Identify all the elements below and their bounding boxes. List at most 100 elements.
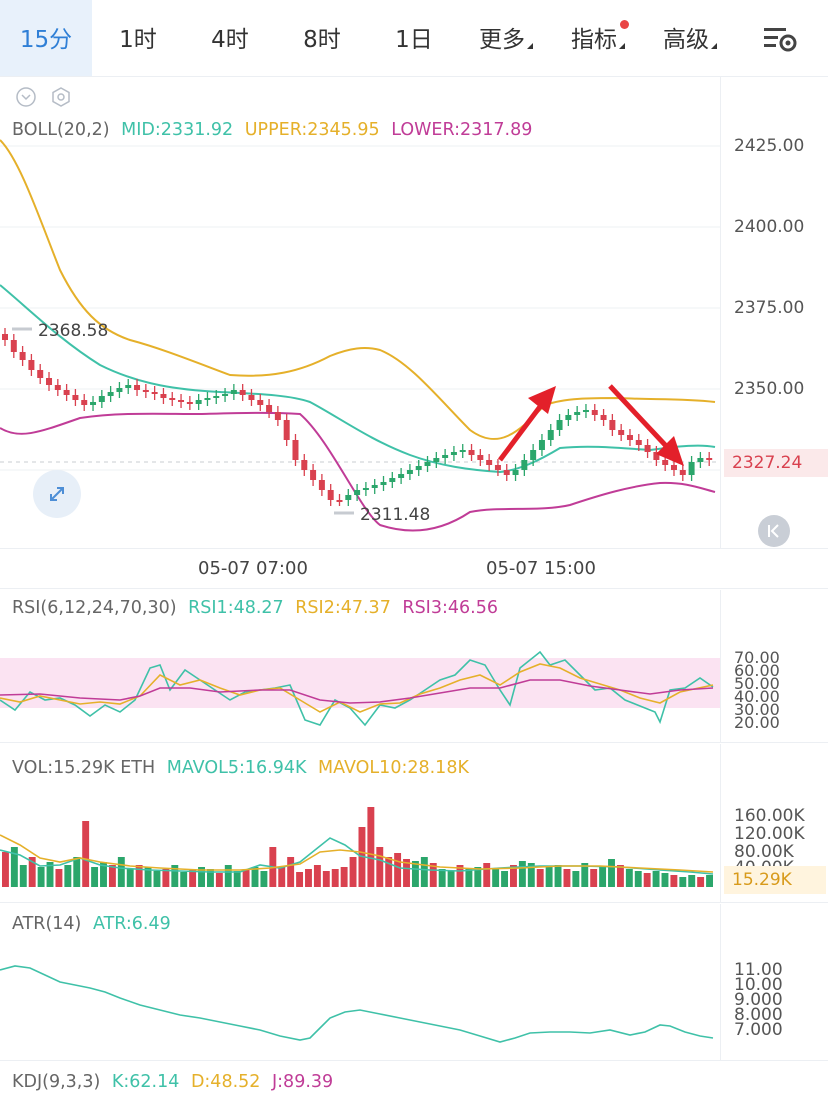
volume-bar: [465, 869, 473, 887]
candle-body: [90, 402, 97, 405]
candle-body: [609, 420, 616, 430]
atr-tick: 7.000: [734, 1020, 783, 1040]
candle-body: [477, 455, 484, 460]
vol-axis-divider: [720, 744, 721, 902]
candle-body: [512, 470, 519, 475]
tab-advanced-label: 高级: [663, 27, 709, 53]
time-axis-label: 05-07 07:00: [198, 558, 308, 579]
candle-body: [635, 440, 642, 445]
vol-tick: 160.00K: [734, 806, 805, 826]
candle-body: [556, 420, 563, 430]
atr-tick: 11.00: [734, 960, 783, 980]
volume-bar: [625, 869, 633, 887]
candle-body: [406, 470, 413, 474]
lower-band-line: [0, 411, 716, 532]
tab-advanced[interactable]: 高级: [644, 0, 736, 76]
tab-4h[interactable]: 4时: [211, 27, 249, 53]
boll-lower: LOWER:2317.89: [391, 120, 533, 140]
volume-bar: [73, 857, 81, 887]
kdj-legend: KDJ(9,3,3) K:62.14 D:48.52 J:89.39: [12, 1072, 339, 1092]
candle-body: [230, 390, 237, 394]
scroll-to-latest-button[interactable]: [758, 515, 790, 547]
volume-bar: [572, 871, 580, 887]
upper-band-line: [0, 139, 716, 441]
tab-more[interactable]: 更多: [460, 0, 552, 76]
panel-divider: [0, 548, 828, 549]
volume-bar: [456, 865, 464, 887]
kdj-k-value: K:62.14: [111, 1072, 180, 1092]
panel-divider: [0, 902, 828, 903]
kdj-name: KDJ(9,3,3): [12, 1072, 101, 1092]
collapse-icon[interactable]: [16, 87, 36, 107]
volume-bar: [367, 807, 375, 887]
candle-body: [547, 430, 554, 440]
fullscreen-button[interactable]: [33, 470, 81, 518]
panel-divider: [0, 1060, 828, 1061]
volume-bar: [420, 857, 428, 887]
atr-legend: ATR(14) ATR:6.49: [12, 914, 177, 934]
boll-name: BOLL(20,2): [12, 120, 110, 140]
candlesticks: [2, 328, 713, 506]
volume-bar: [616, 865, 624, 887]
volume-bar: [144, 867, 152, 887]
atr-tick: 8.000: [734, 1005, 783, 1025]
volume-bar: [536, 869, 544, 887]
rsi1-value: RSI1:48.27: [188, 598, 284, 618]
volume-bar: [590, 869, 598, 887]
rsi-chart[interactable]: [0, 640, 720, 740]
candle-body: [697, 458, 704, 462]
volume-bar: [64, 865, 72, 887]
candle-body: [28, 360, 35, 370]
tab-indicators[interactable]: 指标: [552, 0, 644, 76]
candle-body: [54, 385, 61, 390]
candle-body: [213, 396, 220, 398]
candle-body: [706, 458, 713, 460]
vol-tick: 40.00K: [734, 858, 794, 868]
volume-bar: [634, 871, 642, 887]
candle-body: [679, 470, 686, 475]
panel-divider: [0, 588, 828, 589]
rsi-name: RSI(6,12,24,70,30): [12, 598, 177, 618]
volume-bar: [189, 869, 197, 887]
candle-body: [37, 370, 44, 378]
candle-body: [450, 452, 457, 455]
volume-bar: [19, 865, 27, 887]
volume-bar: [581, 863, 589, 887]
tab-1h[interactable]: 1时: [119, 27, 157, 53]
atr-line: [0, 965, 714, 1043]
candle-body: [98, 396, 105, 402]
volume-bar: [643, 873, 651, 887]
chart-settings-icon[interactable]: [762, 24, 798, 54]
rsi-axis: 70.00 60.00 50.00 40.00 30.00 20.00: [718, 648, 828, 738]
skip-left-icon: [768, 524, 779, 538]
candle-body: [354, 490, 361, 495]
volume-bar: [510, 865, 517, 887]
volume-bar: [599, 867, 607, 887]
tab-8h[interactable]: 8时: [303, 27, 341, 53]
candle-body: [46, 378, 53, 385]
candle-body: [116, 388, 123, 392]
volume-bar: [100, 862, 107, 887]
atr-name: ATR(14): [12, 914, 82, 934]
price-tick: 2400.00: [734, 217, 805, 237]
rsi3-line: [0, 679, 714, 704]
settings-hexagon-icon[interactable]: [50, 86, 72, 108]
candle-body: [274, 412, 281, 420]
candle-body: [336, 500, 343, 502]
tab-more-label: 更多: [479, 27, 525, 53]
rsi-axis-divider: [720, 590, 721, 742]
volume-chart[interactable]: [0, 790, 720, 890]
candle-body: [486, 460, 493, 465]
volume-bar: [242, 869, 250, 887]
tab-1d[interactable]: 1日: [395, 27, 433, 53]
price-chart[interactable]: 2368.58 2311.48: [0, 110, 720, 550]
rsi-tick: 20.00: [734, 713, 780, 732]
candle-body: [670, 465, 677, 470]
notification-dot-icon: [620, 20, 629, 29]
rsi2-value: RSI2:47.37: [295, 598, 391, 618]
tab-15m[interactable]: 15分: [0, 0, 92, 76]
atr-chart[interactable]: [0, 950, 720, 1050]
candle-body: [494, 465, 501, 470]
candle-body: [19, 352, 26, 360]
price-axis: 2425.00 2400.00 2375.00 2350.00: [718, 136, 828, 546]
